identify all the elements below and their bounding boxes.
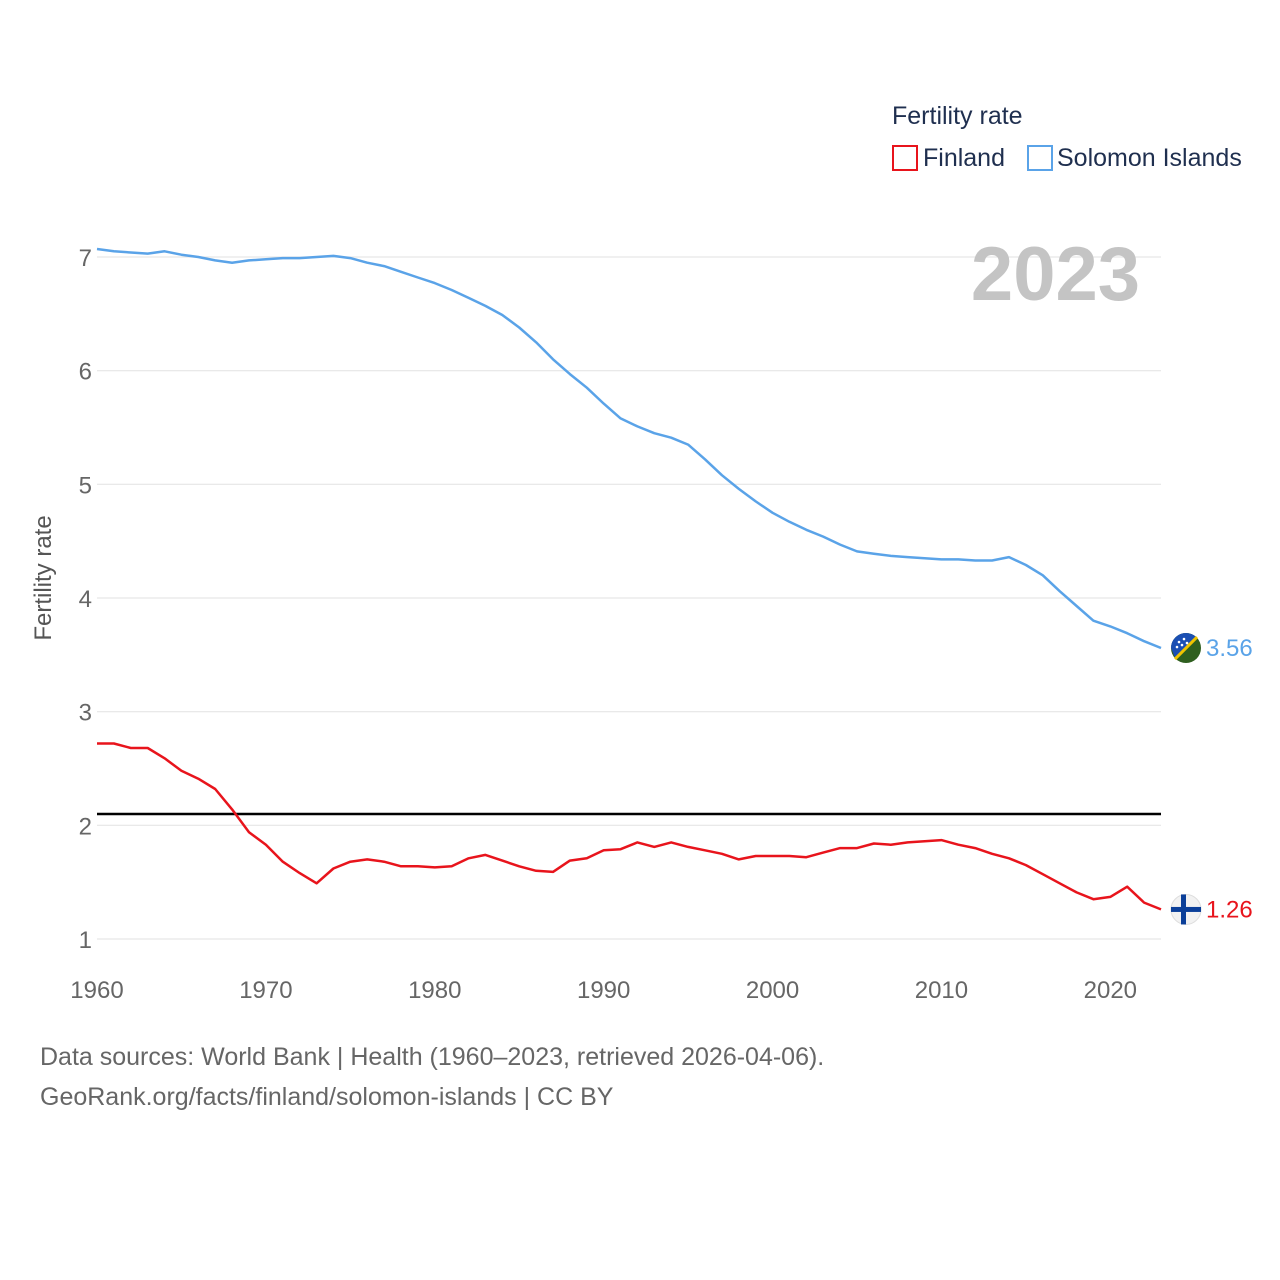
current-year-label: 2023 — [971, 232, 1140, 317]
x-tick-label-2010: 2010 — [915, 977, 968, 1004]
y-tick-label-3: 3 — [79, 700, 92, 727]
y-tick-label-5: 5 — [79, 472, 92, 499]
y-axis-ticks: 1 2 3 4 5 6 7 — [79, 245, 92, 954]
solomon-flag-star-5 — [1185, 641, 1189, 645]
x-tick-label-1990: 1990 — [577, 977, 630, 1004]
y-tick-label-2: 2 — [79, 813, 92, 840]
solomon-flag-star-2 — [1182, 637, 1186, 641]
data-sources-note: Data sources: World Bank | Health (1960–… — [40, 1043, 825, 1071]
series-lines — [96, 247, 1162, 911]
x-tick-label-2000: 2000 — [746, 977, 799, 1004]
legend-label-solomon-islands[interactable]: Solomon Islands — [1057, 144, 1242, 172]
source-link[interactable]: GeoRank.org/facts/finland/solomon-island… — [40, 1083, 614, 1111]
x-tick-label-2020: 2020 — [1084, 977, 1137, 1004]
x-axis-ticks: 1960 1970 1980 1990 2000 2010 2020 — [70, 977, 1137, 1004]
gridlines — [97, 256, 1161, 940]
y-tick-label-6: 6 — [79, 359, 92, 386]
end-markers: 1.26 3.56 — [1170, 633, 1253, 925]
y-axis-label: Fertility rate — [30, 515, 57, 640]
solomon-flag-star-1 — [1177, 640, 1181, 644]
legend-label-finland[interactable]: Finland — [923, 144, 1005, 172]
y-tick-label-1: 1 — [79, 927, 92, 954]
solomon-flag-blue — [1171, 633, 1197, 659]
finland-flag-cross-vertical — [1181, 894, 1186, 925]
solomon-flag-stripe — [1173, 635, 1199, 661]
solomon-flag-star-3 — [1175, 645, 1179, 649]
finland-flag-icon — [1170, 893, 1202, 925]
series-line-finland — [97, 742, 1162, 911]
end-value-label-solomon-islands: 3.56 — [1206, 635, 1253, 662]
legend: Fertility rate Finland Solomon Islands — [892, 102, 1242, 172]
x-tick-label-1980: 1980 — [408, 977, 461, 1004]
y-tick-label-7: 7 — [79, 245, 92, 272]
y-tick-label-4: 4 — [79, 586, 92, 613]
solomon-islands-flag-icon — [1171, 633, 1201, 664]
legend-swatch-solomon-islands[interactable] — [1027, 145, 1053, 171]
series-line-solomon-islands — [96, 247, 1162, 650]
x-tick-label-1970: 1970 — [239, 977, 292, 1004]
legend-title: Fertility rate — [892, 102, 1023, 130]
end-value-label-finland: 1.26 — [1206, 896, 1253, 923]
legend-swatch-finland[interactable] — [892, 145, 918, 171]
x-tick-label-1960: 1960 — [70, 977, 123, 1004]
solomon-flag-star-4 — [1180, 643, 1184, 647]
